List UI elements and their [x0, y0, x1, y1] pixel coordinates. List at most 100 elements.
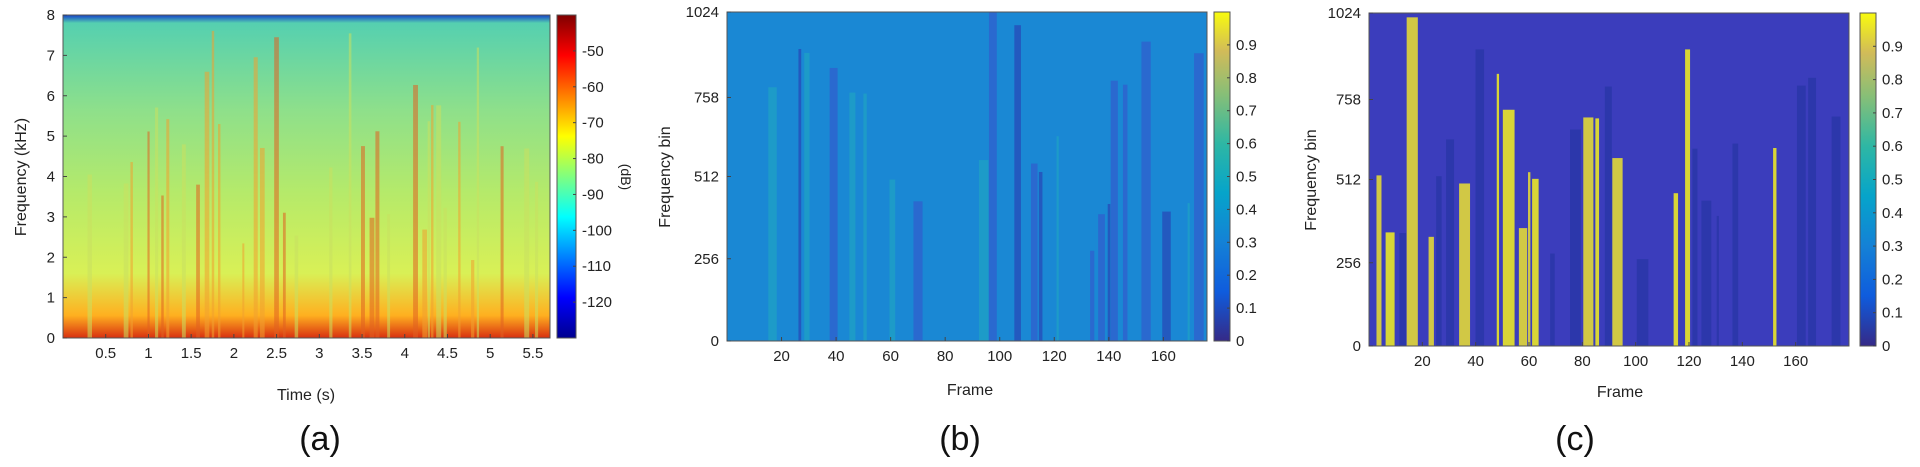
texture-stripe [1141, 41, 1151, 342]
texture-stripe [1773, 148, 1777, 346]
x-tick-label: 3 [315, 345, 323, 362]
texture-stripe [1194, 53, 1204, 342]
texture-stripe [1685, 49, 1691, 346]
texture-stripe [1475, 49, 1485, 346]
y-tick-label: 6 [47, 88, 55, 105]
colorbar-tick-label: 0.7 [1882, 105, 1903, 122]
texture-stripe [768, 87, 777, 341]
texture-stripe [427, 121, 430, 338]
texture-stripe [431, 105, 434, 338]
colorbar-tick-label: -110 [582, 258, 611, 275]
texture-stripe [348, 33, 352, 338]
texture-stripe [1162, 211, 1171, 341]
x-tick-label: 160 [1783, 353, 1808, 370]
colorbar-tick-label: -100 [582, 222, 612, 239]
texture-stripe [123, 183, 129, 338]
colorbar-tick-label: 0.5 [1236, 169, 1257, 186]
spectrogram-chart: 0.5 1 1.5 2 2.5 3 3.5 4 4.5 5 5.5 0 1 2 3 4 5 6 7 8 -50 -60… [13, 7, 634, 404]
texture-stripe [1716, 215, 1719, 346]
texture-stripe [1550, 253, 1555, 346]
colorbar-tick-label: 0.6 [1236, 136, 1257, 153]
texture-stripe [1187, 203, 1190, 341]
texture-stripe [1570, 129, 1581, 346]
colorbar-tick-label: -50 [582, 43, 604, 60]
texture-stripe [471, 260, 475, 338]
y-tick-label: 256 [694, 251, 719, 268]
panel-label-b: (b) [939, 420, 981, 458]
colorbar-tick-label: 0.4 [1236, 201, 1257, 218]
texture-stripe [130, 162, 133, 338]
texture-stripe [524, 148, 530, 338]
plot-area [62, 14, 551, 339]
texture-stripe [913, 201, 923, 341]
colorbar-tick-label: 0.5 [1882, 172, 1903, 189]
x-tick-label: 0.5 [95, 345, 116, 362]
texture-stripe [988, 12, 997, 341]
texture-stripe [829, 67, 838, 342]
texture-stripe [1030, 163, 1038, 341]
x-tick-label: 5.5 [522, 345, 543, 362]
panel-a: 0.5 1 1.5 2 2.5 3 3.5 4 4.5 5 5.5 0 1 2 3 4 5 6 7 8 -50 -60… [0, 0, 640, 467]
colorbar-tick-label: 0.2 [1236, 267, 1257, 284]
colorbar-tick-label: -120 [582, 294, 612, 311]
colorbar-tick-label: 0.3 [1236, 234, 1257, 251]
x-tick-label: 40 [1467, 353, 1484, 370]
colorbar-tick-label: 0.8 [1236, 70, 1257, 87]
texture-stripe [282, 212, 286, 338]
texture-stripe [413, 84, 418, 338]
texture-stripe [196, 184, 200, 338]
texture-stripe [329, 167, 333, 338]
panel-c: 20 40 60 80 100 120 140 160 0 256 512 758 1024 0 0.1… [1280, 0, 1920, 467]
colorbar: -50 -60 -70 -80 -90 -100 -110 -120 [556, 14, 612, 339]
y-tick-label: 512 [1336, 172, 1361, 189]
x-tick-label: 140 [1096, 348, 1121, 365]
y-tick-label: 1024 [1328, 5, 1361, 22]
texture-stripe [1496, 73, 1500, 346]
texture-stripe [1459, 183, 1471, 346]
feature-map-b: 20 40 60 80 100 120 140 160 0 256 512 758 1024 0 0.1… [657, 4, 1257, 399]
colorbar-tick-label: 0.6 [1882, 138, 1903, 155]
texture-stripe [1692, 148, 1698, 346]
plot-area [1368, 12, 1850, 347]
x-tick-label: 1.5 [181, 345, 202, 362]
panel-label-a: (a) [299, 420, 341, 458]
texture-stripe [259, 147, 265, 338]
texture-stripe [1518, 228, 1528, 346]
texture-stripe [1406, 17, 1418, 346]
texture-stripe [147, 131, 150, 338]
x-tick-label: 4.5 [437, 345, 458, 362]
texture-stripe [1122, 84, 1128, 341]
y-ticks: 0 1 2 3 4 5 6 7 8 [47, 7, 67, 347]
texture-stripe [798, 48, 802, 342]
texture-stripe [218, 124, 221, 338]
x-tick-label: 100 [987, 348, 1012, 365]
texture-stripe [1732, 143, 1739, 346]
texture-stripe [369, 217, 375, 338]
texture-stripe [1808, 77, 1817, 347]
colorbar-label: (dB) [618, 164, 634, 190]
y-tick-label: 758 [694, 89, 719, 106]
texture-stripe [849, 92, 856, 341]
y-axis-label: Frequency bin [1303, 129, 1320, 230]
texture-stripe [1612, 158, 1623, 346]
colorbar-tick-label: -80 [582, 151, 604, 168]
y-tick-label: 8 [47, 7, 55, 24]
colorbar-tick-label: 0.1 [1882, 305, 1903, 322]
y-tick-label: 2 [47, 249, 55, 266]
texture-stripe [1056, 136, 1059, 341]
texture-stripe [166, 119, 170, 339]
x-tick-label: 20 [773, 348, 790, 365]
x-tick-label: 160 [1151, 348, 1176, 365]
colorbar-tick-label: 0.7 [1236, 103, 1257, 120]
texture-stripe [889, 179, 896, 341]
texture-stripe [242, 243, 245, 338]
y-tick-label: 0 [711, 333, 719, 350]
texture-stripe [1107, 203, 1111, 341]
texture-stripe [1110, 80, 1118, 341]
y-tick-label: 3 [47, 209, 55, 226]
x-axis-label: Frame [947, 382, 993, 399]
texture-stripe [87, 174, 92, 338]
texture-stripe [1385, 232, 1395, 346]
colorbar-tick-label: 0 [1236, 333, 1244, 350]
colorbar-tick-label: 0.9 [1882, 38, 1903, 55]
